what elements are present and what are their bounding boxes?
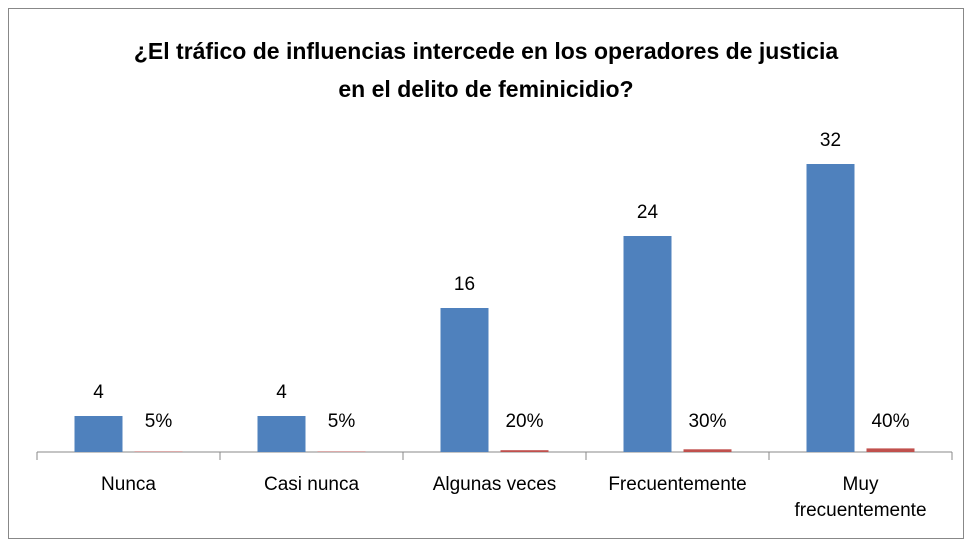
data-label: 5% [144, 411, 173, 432]
data-label: 40% [871, 411, 910, 432]
data-label: 24 [636, 202, 659, 223]
data-label: 5% [327, 411, 356, 432]
data-label: 4 [93, 382, 104, 403]
x-tick-label: Casi nunca [263, 474, 360, 495]
data-label: 30% [688, 411, 727, 432]
x-tick-label: Muy frecuentemente [794, 474, 927, 521]
chart-title: ¿El tráfico de influencias intercede en … [133, 38, 839, 102]
bar [683, 449, 732, 452]
x-tick-label: Algunas veces [432, 474, 557, 495]
x-tick-label: Nunca [101, 474, 156, 495]
data-label: 4 [276, 382, 287, 403]
data-label: 32 [819, 130, 842, 151]
bar [74, 416, 123, 452]
bar [500, 450, 549, 452]
bar [866, 448, 915, 452]
bar [257, 416, 306, 452]
bar [623, 236, 672, 452]
data-label: 16 [453, 274, 476, 295]
x-tick-label: Frecuentemente [608, 474, 747, 495]
data-label: 20% [505, 411, 544, 432]
bar [806, 164, 855, 452]
bar [440, 308, 489, 452]
